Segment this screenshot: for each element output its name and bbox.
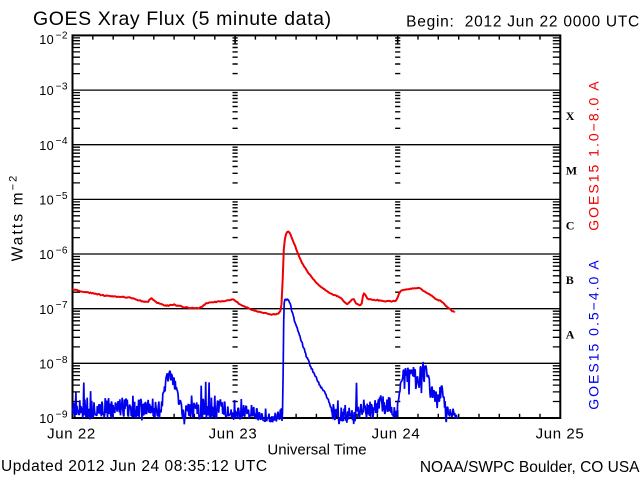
svg-text:X: X — [566, 109, 575, 123]
svg-text:C: C — [566, 218, 575, 232]
svg-text:B: B — [566, 273, 574, 287]
svg-text:Jun 22: Jun 22 — [47, 426, 96, 443]
svg-text:Universal Time: Universal Time — [267, 442, 366, 459]
svg-text:GOES15 1.0−8.0 A: GOES15 1.0−8.0 A — [586, 79, 602, 230]
svg-text:Jun 24: Jun 24 — [372, 426, 421, 443]
svg-text:NOAA/SWPC Boulder, CO USA: NOAA/SWPC Boulder, CO USA — [420, 459, 640, 476]
svg-text:Jun 23: Jun 23 — [209, 426, 258, 443]
svg-text:M: M — [566, 164, 577, 178]
svg-text:Begin: 2012 Jun 22 0000 UTC: Begin: 2012 Jun 22 0000 UTC — [406, 13, 640, 30]
svg-text:GOES Xray Flux (5 minute data): GOES Xray Flux (5 minute data) — [33, 8, 332, 30]
svg-text:Updated 2012 Jun 24 08:35:12 U: Updated 2012 Jun 24 08:35:12 UTC — [1, 458, 268, 475]
svg-text:Jun 25: Jun 25 — [536, 426, 585, 443]
svg-text:A: A — [566, 328, 575, 342]
svg-text:Watts m−2: Watts m−2 — [7, 174, 26, 262]
svg-text:GOES15 0.5−4.0 A: GOES15 0.5−4.0 A — [586, 258, 602, 409]
